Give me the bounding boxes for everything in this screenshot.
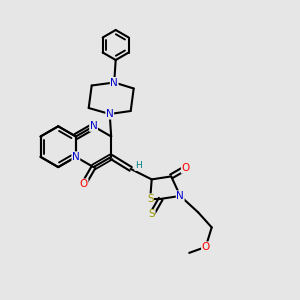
Text: N: N bbox=[90, 121, 98, 131]
Text: S: S bbox=[147, 194, 154, 204]
Text: O: O bbox=[182, 163, 190, 173]
Text: H: H bbox=[135, 161, 142, 170]
Text: O: O bbox=[202, 242, 210, 252]
Text: N: N bbox=[72, 152, 80, 162]
Text: O: O bbox=[80, 179, 88, 189]
Text: N: N bbox=[106, 109, 114, 119]
Text: N: N bbox=[176, 191, 184, 201]
Text: N: N bbox=[110, 77, 118, 88]
Text: S: S bbox=[148, 209, 155, 220]
